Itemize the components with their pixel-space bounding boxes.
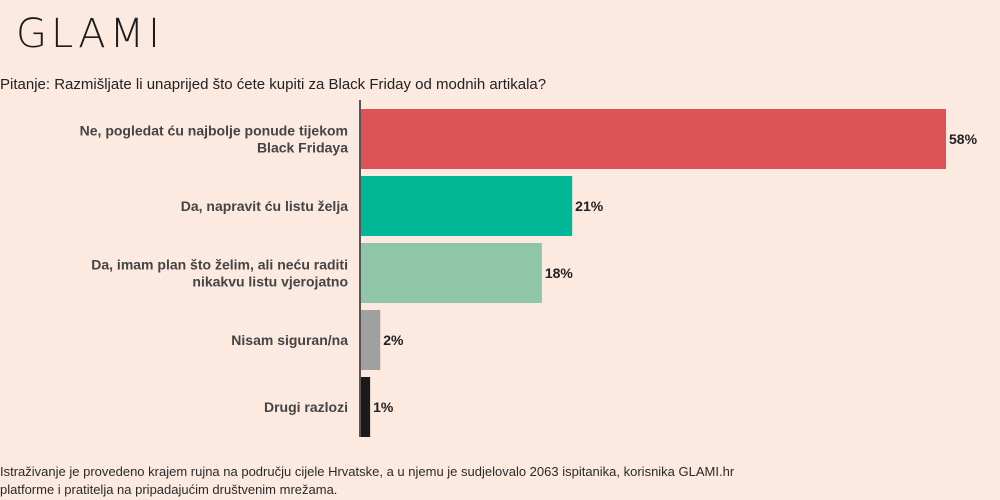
- value-label-3: 18%: [545, 265, 574, 281]
- bar-5: [360, 377, 371, 437]
- bar-4: [360, 310, 381, 370]
- value-label-5: 1%: [373, 399, 394, 415]
- bar-3: [360, 243, 542, 303]
- survey-footnote: Istraživanje je provedeno krajem rujna n…: [0, 464, 735, 497]
- category-label-5: Drugi razlozi: [264, 399, 348, 415]
- survey-question: Pitanje: Razmišljate li unaprijed što će…: [0, 76, 547, 93]
- category-label-1: Ne, pogledat ću najbolje ponude tijekom B…: [80, 123, 349, 156]
- bar-chart: Ne, pogledat ću najbolje ponude tijekom B…: [80, 100, 978, 437]
- value-label-2: 21%: [575, 198, 604, 214]
- category-label-2: Da, napravit ću listu želja: [181, 198, 348, 214]
- category-label-3: Da, imam plan što želim, ali neću raditi…: [91, 257, 348, 290]
- bar-2: [360, 176, 573, 236]
- value-label-1: 58%: [949, 131, 978, 147]
- bar-1: [360, 109, 946, 169]
- glami-logo: GLAMI: [16, 11, 164, 57]
- value-label-4: 2%: [383, 332, 404, 348]
- category-label-4: Nisam siguran/na: [231, 332, 348, 348]
